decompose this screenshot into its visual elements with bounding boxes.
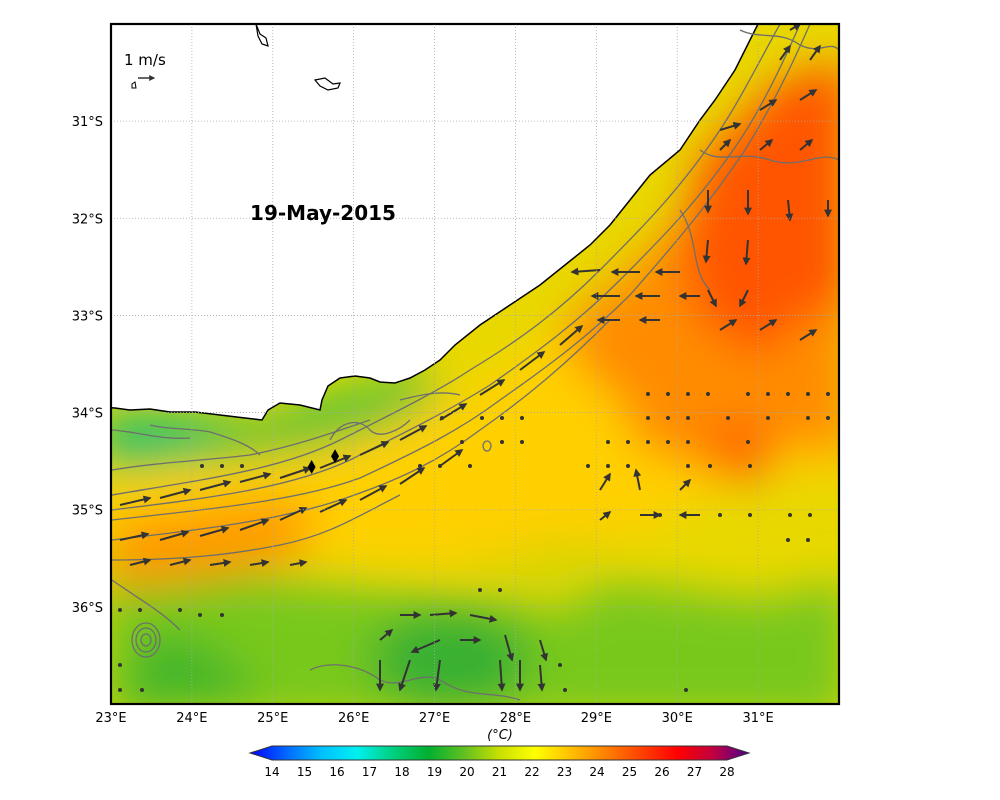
lon-tick-label: 23°E bbox=[95, 711, 126, 726]
lat-tick-label: 34°S bbox=[72, 407, 103, 422]
colorbar-tick-label: 22 bbox=[524, 765, 539, 779]
colorbar-tick-label: 17 bbox=[362, 765, 377, 779]
colorbar-unit-label: (°C) bbox=[487, 728, 513, 743]
colorbar-tick-label: 18 bbox=[394, 765, 409, 779]
lon-tick-label: 24°E bbox=[176, 711, 207, 726]
map-grid bbox=[111, 24, 839, 704]
longitude-tick-labels: 23°E 24°E 25°E 26°E 27°E 28°E 29°E 30°E 31°E bbox=[95, 711, 773, 726]
colorbar-tick-labels: 14 15 16 17 18 19 20 21 22 23 24 25 26 27 28 bbox=[264, 765, 734, 779]
lon-tick-label: 28°E bbox=[500, 711, 531, 726]
colorbar-tick-label: 14 bbox=[264, 765, 279, 779]
colorbar-tick-label: 15 bbox=[297, 765, 312, 779]
velocity-arrows bbox=[119, 24, 832, 692]
lat-tick-label: 33°S bbox=[72, 309, 103, 324]
lat-tick-label: 32°S bbox=[72, 212, 103, 227]
lon-tick-label: 25°E bbox=[257, 711, 288, 726]
colorbar-tick-label: 20 bbox=[459, 765, 474, 779]
velocity-scale: 1 m/s bbox=[124, 51, 166, 81]
lon-tick-label: 26°E bbox=[338, 711, 369, 726]
colorbar: (°C) 14 15 16 17 18 19 20 21 22 23 24 25 26 27 28 bbox=[248, 728, 751, 779]
lat-tick-label: 35°S bbox=[72, 504, 103, 519]
velocity-scale-label: 1 m/s bbox=[124, 51, 166, 69]
station-markers bbox=[307, 449, 340, 474]
latitude-tick-labels: 31°S 32°S 33°S 34°S 35°S 36°S bbox=[72, 115, 103, 616]
station-1-marker bbox=[307, 459, 316, 474]
colorbar-tick-label: 19 bbox=[427, 765, 442, 779]
colorbar-tick-label: 16 bbox=[329, 765, 344, 779]
lon-tick-label: 31°E bbox=[742, 711, 773, 726]
colorbar-tick-label: 27 bbox=[687, 765, 702, 779]
station-2-marker bbox=[331, 449, 340, 464]
lat-tick-label: 36°S bbox=[72, 601, 103, 616]
colorbar-tick-label: 21 bbox=[492, 765, 507, 779]
lon-tick-label: 29°E bbox=[581, 711, 612, 726]
colorbar-tick-label: 28 bbox=[719, 765, 734, 779]
lon-tick-label: 30°E bbox=[662, 711, 693, 726]
weak-current-dots bbox=[118, 392, 830, 692]
lon-tick-label: 27°E bbox=[419, 711, 450, 726]
colorbar-tick-label: 23 bbox=[557, 765, 572, 779]
colorbar-tick-label: 25 bbox=[622, 765, 637, 779]
colorbar-tick-label: 26 bbox=[654, 765, 669, 779]
map-frame bbox=[109, 22, 841, 706]
sst-field bbox=[111, 24, 839, 704]
lat-tick-label: 31°S bbox=[72, 115, 103, 130]
date-label: 19-May-2015 bbox=[250, 201, 396, 225]
colorbar-bar bbox=[248, 745, 751, 761]
colorbar-tick-label: 24 bbox=[589, 765, 604, 779]
